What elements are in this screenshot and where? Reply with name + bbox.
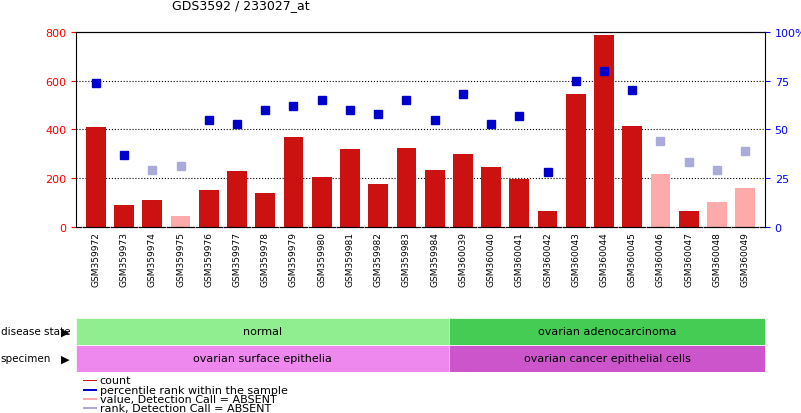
Bar bbox=[425, 170, 445, 227]
Text: GSM359978: GSM359978 bbox=[261, 232, 270, 287]
Text: GSM359975: GSM359975 bbox=[176, 232, 185, 287]
Text: ▶: ▶ bbox=[61, 326, 70, 337]
Bar bbox=[143, 200, 162, 227]
Bar bbox=[256, 193, 275, 227]
Bar bbox=[449, 345, 765, 372]
Text: ovarian surface epithelia: ovarian surface epithelia bbox=[193, 353, 332, 363]
Text: GSM359983: GSM359983 bbox=[402, 232, 411, 287]
Bar bbox=[76, 345, 449, 372]
Text: GSM359982: GSM359982 bbox=[374, 232, 383, 287]
Bar bbox=[284, 138, 304, 227]
Text: GSM360042: GSM360042 bbox=[543, 232, 552, 286]
Text: GSM359984: GSM359984 bbox=[430, 232, 439, 287]
Text: GSM359977: GSM359977 bbox=[232, 232, 242, 287]
Text: GDS3592 / 233027_at: GDS3592 / 233027_at bbox=[172, 0, 310, 12]
Text: GSM360043: GSM360043 bbox=[571, 232, 580, 287]
Bar bbox=[340, 150, 360, 227]
Text: GSM359974: GSM359974 bbox=[148, 232, 157, 287]
Bar bbox=[566, 95, 586, 227]
Text: ovarian adenocarcinoma: ovarian adenocarcinoma bbox=[537, 326, 676, 337]
Text: GSM360046: GSM360046 bbox=[656, 232, 665, 287]
Text: GSM359981: GSM359981 bbox=[345, 232, 355, 287]
Bar bbox=[171, 216, 191, 227]
Bar bbox=[83, 398, 97, 400]
Bar bbox=[227, 171, 247, 227]
Bar bbox=[735, 188, 755, 227]
Bar bbox=[481, 168, 501, 227]
Text: GSM360044: GSM360044 bbox=[599, 232, 609, 286]
Text: GSM359972: GSM359972 bbox=[91, 232, 100, 287]
Bar bbox=[83, 408, 97, 409]
Text: ovarian cancer epithelial cells: ovarian cancer epithelial cells bbox=[524, 353, 690, 363]
Bar bbox=[115, 205, 134, 227]
Text: value, Detection Call = ABSENT: value, Detection Call = ABSENT bbox=[99, 394, 276, 404]
Text: rank, Detection Call = ABSENT: rank, Detection Call = ABSENT bbox=[99, 404, 271, 413]
Bar bbox=[537, 211, 557, 227]
Text: GSM359976: GSM359976 bbox=[204, 232, 213, 287]
Bar bbox=[312, 178, 332, 227]
Bar bbox=[86, 128, 106, 227]
Text: disease state: disease state bbox=[1, 326, 70, 337]
Text: GSM360045: GSM360045 bbox=[628, 232, 637, 287]
Bar bbox=[199, 191, 219, 227]
Text: GSM359980: GSM359980 bbox=[317, 232, 326, 287]
Bar bbox=[368, 185, 388, 227]
Bar bbox=[650, 175, 670, 227]
Bar bbox=[453, 154, 473, 227]
Text: ▶: ▶ bbox=[61, 353, 70, 363]
Text: GSM359973: GSM359973 bbox=[119, 232, 129, 287]
Bar bbox=[396, 148, 417, 227]
Bar bbox=[594, 36, 614, 227]
Text: GSM360039: GSM360039 bbox=[458, 232, 467, 287]
Text: GSM360049: GSM360049 bbox=[741, 232, 750, 287]
Text: normal: normal bbox=[243, 326, 282, 337]
Bar bbox=[76, 318, 449, 345]
Bar bbox=[707, 203, 727, 227]
Text: percentile rank within the sample: percentile rank within the sample bbox=[99, 385, 288, 395]
Text: GSM360048: GSM360048 bbox=[712, 232, 722, 287]
Text: GSM360040: GSM360040 bbox=[486, 232, 496, 287]
Bar bbox=[678, 211, 698, 227]
Bar bbox=[509, 180, 529, 227]
Text: GSM360041: GSM360041 bbox=[515, 232, 524, 287]
Text: specimen: specimen bbox=[1, 353, 51, 363]
Text: count: count bbox=[99, 375, 131, 385]
Bar bbox=[83, 389, 97, 391]
Bar bbox=[622, 126, 642, 227]
Bar bbox=[83, 380, 97, 381]
Text: GSM359979: GSM359979 bbox=[289, 232, 298, 287]
Bar bbox=[449, 318, 765, 345]
Text: GSM360047: GSM360047 bbox=[684, 232, 693, 287]
